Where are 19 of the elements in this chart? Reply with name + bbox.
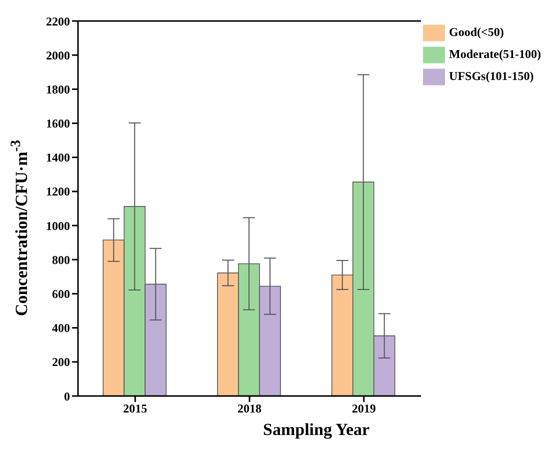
legend-label: UFSGs(101-150) [449, 68, 534, 83]
y-tick-label: 1200 [46, 184, 70, 199]
x-axis-title: Sampling Year [263, 420, 370, 440]
y-tick-label: 200 [52, 355, 70, 370]
y-tick-label: 1000 [46, 218, 70, 233]
y-tick-label: 2200 [46, 14, 70, 28]
y-tick-label: 1400 [46, 150, 70, 165]
y-tick-label: 1600 [46, 116, 70, 131]
y-tick-label: 2000 [46, 48, 70, 62]
x-tick-label: 2015 [123, 402, 148, 416]
y-tick-label: 1800 [46, 82, 70, 96]
x-tick-label: 2019 [352, 402, 376, 416]
y-tick-label: 600 [52, 286, 70, 301]
legend-label: Moderate(51-100) [449, 46, 541, 61]
legend-label: Good(<50) [449, 24, 504, 39]
y-tick-label: 800 [52, 252, 70, 267]
y-tick-label: 400 [52, 321, 70, 336]
x-tick-label: 2018 [238, 402, 262, 416]
y-tick-label: 0 [64, 389, 70, 404]
